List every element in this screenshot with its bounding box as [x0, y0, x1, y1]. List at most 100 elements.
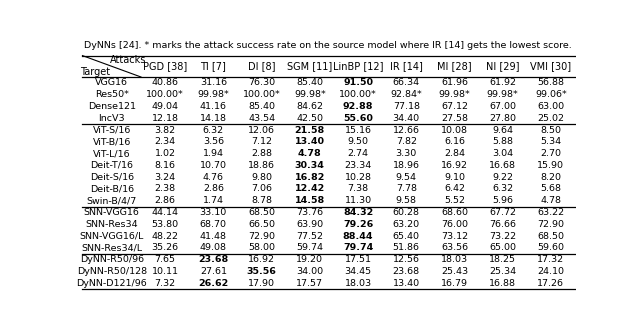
Text: 16.79: 16.79 — [441, 279, 468, 288]
Text: 9.22: 9.22 — [492, 173, 513, 181]
Text: Swin-B/4/7: Swin-B/4/7 — [86, 196, 137, 205]
Text: 58.00: 58.00 — [248, 243, 275, 252]
Text: SNN-VGG16/L: SNN-VGG16/L — [79, 232, 144, 241]
Text: Attacks: Attacks — [110, 55, 147, 65]
Text: 85.40: 85.40 — [248, 102, 275, 111]
Text: 27.80: 27.80 — [489, 114, 516, 123]
Text: 72.90: 72.90 — [538, 220, 564, 229]
Text: 34.45: 34.45 — [344, 267, 372, 276]
Text: 63.22: 63.22 — [538, 208, 564, 217]
Text: 76.30: 76.30 — [248, 78, 275, 87]
Text: SGM [11]: SGM [11] — [287, 61, 332, 71]
Text: 4.78: 4.78 — [540, 196, 561, 205]
Text: 76.66: 76.66 — [489, 220, 516, 229]
Text: 2.86: 2.86 — [203, 184, 224, 193]
Text: 27.61: 27.61 — [200, 267, 227, 276]
Text: 72.90: 72.90 — [248, 232, 275, 241]
Text: 7.38: 7.38 — [348, 184, 369, 193]
Text: 42.50: 42.50 — [296, 114, 323, 123]
Text: 23.68: 23.68 — [198, 255, 228, 264]
Text: 3.82: 3.82 — [154, 126, 176, 134]
Text: 34.40: 34.40 — [393, 114, 420, 123]
Text: 16.68: 16.68 — [489, 161, 516, 170]
Text: 99.98*: 99.98* — [294, 90, 326, 99]
Text: 12.18: 12.18 — [152, 114, 179, 123]
Text: 66.50: 66.50 — [248, 220, 275, 229]
Text: 99.06*: 99.06* — [535, 90, 567, 99]
Text: 13.40: 13.40 — [393, 279, 420, 288]
Text: 9.80: 9.80 — [251, 173, 272, 181]
Text: 68.70: 68.70 — [200, 220, 227, 229]
Text: NI [29]: NI [29] — [486, 61, 520, 71]
Text: 77.52: 77.52 — [296, 232, 323, 241]
Text: 61.92: 61.92 — [489, 78, 516, 87]
Text: 2.34: 2.34 — [154, 137, 176, 146]
Text: 17.57: 17.57 — [296, 279, 323, 288]
Text: 18.03: 18.03 — [441, 255, 468, 264]
Text: 63.20: 63.20 — [393, 220, 420, 229]
Text: Res50*: Res50* — [95, 90, 129, 99]
Text: 7.82: 7.82 — [396, 137, 417, 146]
Text: 9.54: 9.54 — [396, 173, 417, 181]
Text: 35.56: 35.56 — [246, 267, 276, 276]
Text: 5.88: 5.88 — [492, 137, 513, 146]
Text: 13.40: 13.40 — [295, 137, 324, 146]
Text: 5.34: 5.34 — [540, 137, 561, 146]
Text: 84.62: 84.62 — [296, 102, 323, 111]
Text: 65.00: 65.00 — [489, 243, 516, 252]
Text: 99.98*: 99.98* — [198, 90, 229, 99]
Text: SNN-Res34/L: SNN-Res34/L — [81, 243, 142, 252]
Text: 88.44: 88.44 — [343, 232, 373, 241]
Text: 12.66: 12.66 — [393, 126, 420, 134]
Text: 7.06: 7.06 — [251, 184, 272, 193]
Text: 92.88: 92.88 — [343, 102, 373, 111]
Text: 25.34: 25.34 — [489, 267, 516, 276]
Text: Target: Target — [80, 67, 111, 77]
Text: 53.80: 53.80 — [152, 220, 179, 229]
Text: VGG16: VGG16 — [95, 78, 128, 87]
Text: 48.22: 48.22 — [152, 232, 179, 241]
Text: 41.48: 41.48 — [200, 232, 227, 241]
Text: DyNNs [24]. * marks the attack success rate on the source model where IR [14] ge: DyNNs [24]. * marks the attack success r… — [84, 41, 572, 50]
Text: 73.76: 73.76 — [296, 208, 323, 217]
Text: 16.82: 16.82 — [294, 173, 325, 181]
Text: 76.00: 76.00 — [441, 220, 468, 229]
Text: 14.18: 14.18 — [200, 114, 227, 123]
Text: 66.34: 66.34 — [393, 78, 420, 87]
Text: 5.52: 5.52 — [444, 196, 465, 205]
Text: 60.28: 60.28 — [393, 208, 420, 217]
Text: 1.74: 1.74 — [203, 196, 224, 205]
Text: 77.18: 77.18 — [393, 102, 420, 111]
Text: 9.50: 9.50 — [348, 137, 369, 146]
Text: 25.02: 25.02 — [538, 114, 564, 123]
Text: 9.10: 9.10 — [444, 173, 465, 181]
Text: LinBP [12]: LinBP [12] — [333, 61, 383, 71]
Text: DyNN-R50/128: DyNN-R50/128 — [77, 267, 147, 276]
Text: 5.68: 5.68 — [540, 184, 561, 193]
Text: 68.50: 68.50 — [248, 208, 275, 217]
Text: Dense121: Dense121 — [88, 102, 136, 111]
Text: 15.90: 15.90 — [538, 161, 564, 170]
Text: 3.04: 3.04 — [492, 149, 513, 158]
Text: 19.20: 19.20 — [296, 255, 323, 264]
Text: 61.96: 61.96 — [441, 78, 468, 87]
Text: 56.88: 56.88 — [538, 78, 564, 87]
Text: 67.72: 67.72 — [489, 208, 516, 217]
Text: 12.56: 12.56 — [393, 255, 420, 264]
Text: 6.16: 6.16 — [444, 137, 465, 146]
Text: 8.50: 8.50 — [540, 126, 561, 134]
Text: 10.70: 10.70 — [200, 161, 227, 170]
Text: DI [8]: DI [8] — [248, 61, 275, 71]
Text: 2.74: 2.74 — [348, 149, 369, 158]
Text: 99.98*: 99.98* — [438, 90, 470, 99]
Text: 11.30: 11.30 — [344, 196, 372, 205]
Text: 91.50: 91.50 — [343, 78, 373, 87]
Text: 100.00*: 100.00* — [147, 90, 184, 99]
Text: 16.88: 16.88 — [489, 279, 516, 288]
Text: 15.16: 15.16 — [344, 126, 371, 134]
Text: 6.42: 6.42 — [444, 184, 465, 193]
Text: 41.16: 41.16 — [200, 102, 227, 111]
Text: 17.32: 17.32 — [538, 255, 564, 264]
Text: 63.90: 63.90 — [296, 220, 323, 229]
Text: ViT-S/16: ViT-S/16 — [93, 126, 131, 134]
